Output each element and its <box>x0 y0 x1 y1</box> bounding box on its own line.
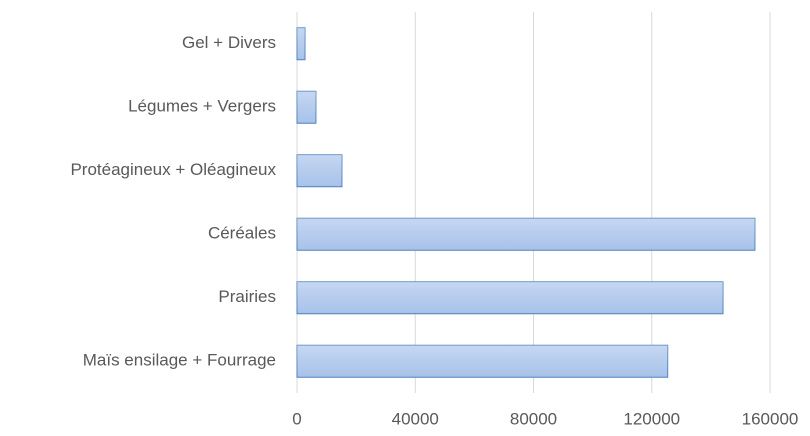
bar-shine <box>297 218 755 251</box>
y-tick-label: Gel + Divers <box>182 33 276 52</box>
bar-shine <box>297 345 668 378</box>
y-tick-label: Légumes + Vergers <box>128 97 276 116</box>
bar-shine <box>297 27 305 60</box>
y-tick-label: Maïs ensilage + Fourrage <box>83 351 276 370</box>
bar-shine <box>297 154 342 187</box>
bar-shine <box>297 91 316 124</box>
bar-shine <box>297 281 723 314</box>
x-tick-label: 80000 <box>510 409 557 428</box>
x-tick-label: 120000 <box>623 409 680 428</box>
y-tick-label: Protéagineux + Oléagineux <box>70 160 276 179</box>
x-tick-label: 160000 <box>742 409 799 428</box>
y-tick-label: Prairies <box>218 287 276 306</box>
x-tick-label: 0 <box>292 409 301 428</box>
x-tick-label: 40000 <box>392 409 439 428</box>
y-tick-label: Céréales <box>208 224 276 243</box>
